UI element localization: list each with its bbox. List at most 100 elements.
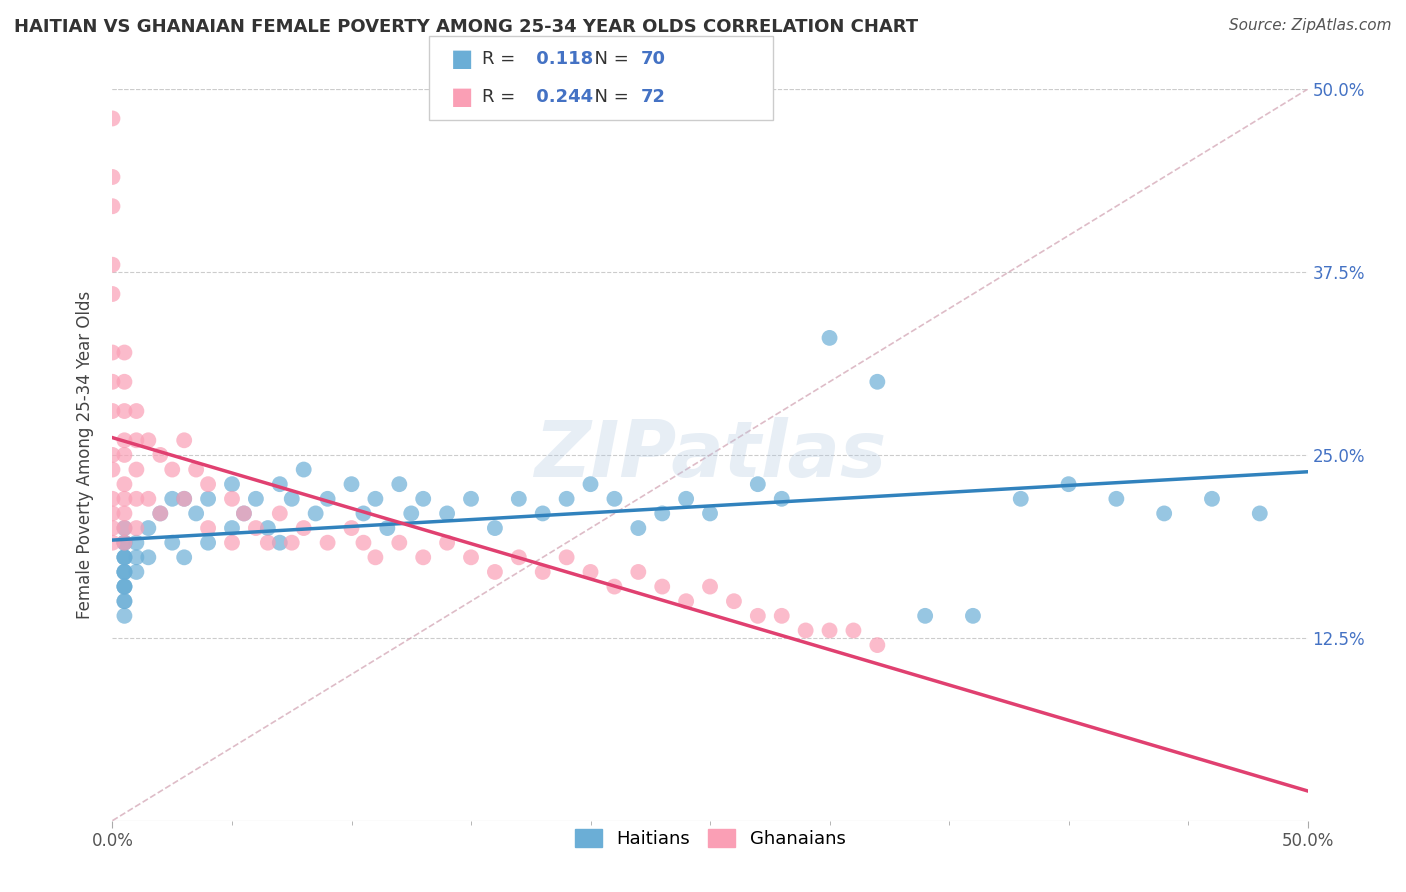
Point (138, 550, 160, 565)
Point (699, 507, 721, 521)
Point (770, 491, 793, 506)
Point (305, 507, 328, 521)
Point (114, 565, 135, 579)
Point (508, 491, 530, 506)
Point (1249, 507, 1271, 521)
Text: HAITIAN VS GHANAIAN FEMALE POVERTY AMONG 25-34 YEAR OLDS CORRELATION CHART: HAITIAN VS GHANAIAN FEMALE POVERTY AMONG… (14, 18, 918, 36)
Point (101, 199, 124, 213)
Point (281, 535, 304, 549)
Point (125, 521, 148, 535)
Point (197, 535, 219, 549)
Point (699, 580, 721, 594)
Point (914, 608, 936, 623)
Text: N =: N = (583, 87, 636, 105)
Text: Source: ZipAtlas.com: Source: ZipAtlas.com (1229, 18, 1392, 33)
Point (114, 565, 135, 579)
Point (484, 521, 506, 535)
Point (101, 112, 124, 126)
Point (114, 434, 135, 448)
Point (101, 521, 124, 535)
Point (138, 434, 160, 448)
Point (221, 521, 243, 535)
Point (114, 375, 135, 389)
Point (436, 535, 458, 549)
Point (531, 507, 554, 521)
Point (125, 462, 148, 476)
Point (221, 535, 243, 549)
Point (221, 491, 243, 506)
Point (101, 535, 124, 549)
Point (352, 535, 374, 549)
Point (1105, 491, 1128, 506)
Point (162, 462, 183, 476)
Point (114, 507, 135, 521)
Point (197, 521, 219, 535)
Point (364, 491, 387, 506)
Point (101, 507, 124, 521)
Point (377, 521, 399, 535)
Point (460, 491, 482, 506)
Point (747, 608, 769, 623)
Point (269, 535, 291, 549)
Point (316, 491, 339, 506)
Point (101, 375, 124, 389)
Point (125, 491, 148, 506)
Point (114, 550, 135, 565)
Point (866, 375, 889, 389)
Point (114, 550, 135, 565)
Point (114, 608, 135, 623)
Point (197, 477, 219, 491)
Point (1057, 477, 1080, 491)
Point (101, 287, 124, 301)
Text: R =: R = (482, 87, 522, 105)
Point (101, 448, 124, 462)
Point (675, 491, 697, 506)
Point (484, 565, 506, 579)
Point (579, 565, 602, 579)
Point (101, 169, 124, 184)
Point (114, 580, 135, 594)
Point (186, 462, 208, 476)
Point (747, 477, 769, 491)
Point (114, 535, 135, 549)
Point (555, 491, 578, 506)
Point (531, 565, 554, 579)
Point (269, 477, 291, 491)
Point (101, 491, 124, 506)
Point (292, 521, 315, 535)
Text: N =: N = (583, 51, 636, 69)
Point (579, 477, 602, 491)
Point (162, 491, 183, 506)
Point (173, 434, 195, 448)
Text: 0.118: 0.118 (530, 51, 593, 69)
Text: ■: ■ (451, 85, 474, 109)
Point (114, 594, 135, 608)
Point (186, 507, 208, 521)
Point (352, 507, 374, 521)
Point (233, 507, 256, 521)
Point (818, 331, 841, 345)
Point (114, 580, 135, 594)
Point (101, 462, 124, 476)
Point (197, 491, 219, 506)
Point (651, 580, 673, 594)
Point (114, 477, 135, 491)
Point (555, 550, 578, 565)
Point (114, 345, 135, 359)
Point (364, 550, 387, 565)
Point (149, 507, 172, 521)
Point (114, 521, 135, 535)
Point (114, 594, 135, 608)
Text: 70: 70 (641, 51, 666, 69)
Point (125, 550, 148, 565)
Text: R =: R = (482, 51, 522, 69)
Point (1201, 491, 1223, 506)
Point (603, 491, 626, 506)
Point (114, 535, 135, 549)
Point (627, 521, 650, 535)
Point (818, 624, 841, 638)
Point (508, 550, 530, 565)
Point (723, 594, 745, 608)
Point (173, 491, 195, 506)
Point (173, 550, 195, 565)
